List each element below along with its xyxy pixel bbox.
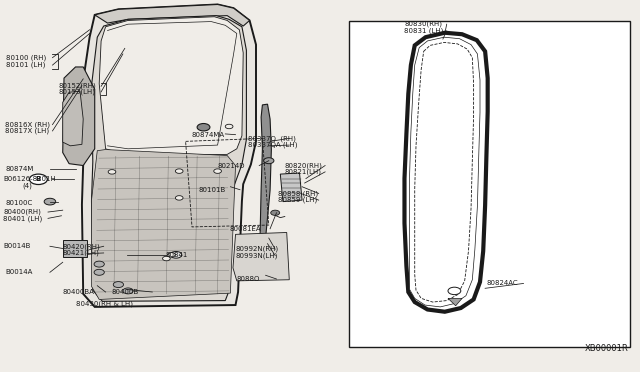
Text: 80859 (LH): 80859 (LH): [278, 197, 317, 203]
Polygon shape: [233, 232, 289, 281]
Text: B: B: [36, 176, 41, 182]
Text: 80992N(RH): 80992N(RH): [236, 246, 278, 253]
Text: B06126-8201H: B06126-8201H: [3, 176, 56, 182]
Text: 80337QA (LH): 80337QA (LH): [248, 142, 298, 148]
Circle shape: [94, 261, 104, 267]
Text: XB00001R: XB00001R: [585, 344, 628, 353]
Text: 80400BA: 80400BA: [63, 289, 95, 295]
Text: 80100 (RH): 80100 (RH): [6, 54, 47, 61]
Circle shape: [197, 124, 210, 131]
Circle shape: [175, 169, 183, 173]
Text: 80101B: 80101B: [198, 187, 226, 193]
Polygon shape: [410, 37, 480, 307]
Circle shape: [113, 282, 124, 288]
Polygon shape: [92, 150, 236, 299]
Circle shape: [123, 288, 133, 294]
Bar: [349, 21, 630, 347]
Text: 80152(RH): 80152(RH): [59, 82, 97, 89]
Circle shape: [448, 287, 461, 295]
Circle shape: [163, 256, 170, 261]
Polygon shape: [99, 17, 243, 155]
Circle shape: [170, 251, 182, 258]
Circle shape: [94, 269, 104, 275]
Circle shape: [29, 174, 47, 185]
Text: 80816X (RH): 80816X (RH): [5, 121, 50, 128]
Text: 80993N(LH): 80993N(LH): [236, 252, 278, 259]
Text: (4): (4): [22, 183, 32, 189]
Text: 80101 (LH): 80101 (LH): [6, 62, 46, 68]
Text: 8088O: 8088O: [237, 276, 260, 282]
Text: 80874MA: 80874MA: [192, 132, 225, 138]
Text: 80100C: 80100C: [5, 200, 33, 206]
Text: 80400(RH): 80400(RH): [3, 209, 41, 215]
Text: 80830(RH): 80830(RH): [404, 21, 442, 28]
Text: B0014B: B0014B: [3, 243, 31, 249]
Polygon shape: [82, 4, 256, 307]
Polygon shape: [260, 104, 271, 246]
Text: 80841: 80841: [165, 252, 188, 258]
Circle shape: [214, 169, 221, 173]
Circle shape: [168, 253, 175, 257]
Polygon shape: [63, 67, 95, 166]
Text: 80153(LH): 80153(LH): [59, 89, 96, 95]
Circle shape: [264, 158, 274, 164]
Text: 80858 (RH): 80858 (RH): [278, 190, 319, 197]
Polygon shape: [95, 4, 250, 26]
Polygon shape: [63, 91, 83, 146]
Text: 80214D: 80214D: [218, 163, 245, 169]
Text: 80831 (LH): 80831 (LH): [404, 28, 444, 34]
Polygon shape: [448, 298, 462, 306]
Circle shape: [225, 124, 233, 129]
Polygon shape: [92, 16, 246, 301]
Text: 80421(LH): 80421(LH): [63, 250, 100, 256]
Bar: [63, 240, 87, 257]
Text: 80401 (LH): 80401 (LH): [3, 215, 42, 222]
Text: 80874M: 80874M: [5, 166, 33, 172]
Text: 80081EA: 80081EA: [229, 226, 260, 232]
Text: 80820(RH): 80820(RH): [285, 162, 323, 169]
Polygon shape: [280, 173, 302, 202]
Circle shape: [44, 198, 56, 205]
Text: 80430(RH & LH): 80430(RH & LH): [76, 301, 132, 307]
Circle shape: [108, 170, 116, 174]
Text: 80821(LH): 80821(LH): [285, 169, 322, 175]
Text: B0014A: B0014A: [5, 269, 33, 275]
Circle shape: [175, 196, 183, 200]
Circle shape: [271, 210, 280, 215]
Text: 80337Q  (RH): 80337Q (RH): [248, 135, 296, 142]
Text: 80400B: 80400B: [112, 289, 139, 295]
Text: 80420(RH): 80420(RH): [63, 243, 100, 250]
Text: 80824AC: 80824AC: [486, 280, 518, 286]
Text: 80817X (LH): 80817X (LH): [5, 128, 49, 134]
